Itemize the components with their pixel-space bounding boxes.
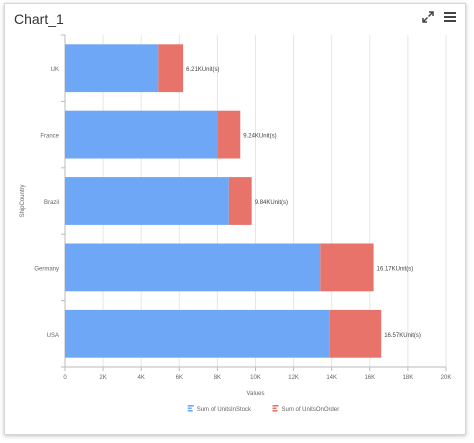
x-tick-label-7: 14K xyxy=(326,375,337,381)
data-label-france: 9.24KUnit(s) xyxy=(243,134,276,140)
x-tick-label-2: 4K xyxy=(138,375,145,381)
legend-units-in-stock-icon-bar2 xyxy=(187,407,192,410)
legend-units-in-stock-label: Sum of UnitsInStock xyxy=(197,407,252,413)
bar-germany-units-in-stock xyxy=(65,243,321,292)
maximize-icon[interactable] xyxy=(421,10,435,24)
x-tick-label-3: 6K xyxy=(176,375,183,381)
bar-france-units-on-order xyxy=(217,110,241,159)
bar-usa-units-in-stock xyxy=(65,309,330,358)
x-tick-label-8: 16K xyxy=(364,375,375,381)
bar-uk-units-in-stock xyxy=(65,44,159,93)
x-tick-label-4: 8K xyxy=(214,375,221,381)
x-tick-label-10: 20K xyxy=(441,375,452,381)
data-label-usa: 16.57KUnit(s) xyxy=(384,333,421,339)
data-label-brazil: 9.84KUnit(s) xyxy=(255,200,288,206)
x-tick-label-5: 10K xyxy=(250,375,261,381)
x-tick-label-0: 0 xyxy=(63,375,67,381)
bar-usa-units-on-order xyxy=(329,309,382,358)
legend-units-in-stock-icon xyxy=(187,405,194,407)
y-axis-title: ShipCountry xyxy=(20,184,26,217)
x-tick-label-9: 18K xyxy=(403,375,414,381)
bar-france-units-in-stock xyxy=(65,110,218,159)
legend-units-in-stock-icon-bar3 xyxy=(187,410,193,412)
data-label-uk: 6.21KUnit(s) xyxy=(186,67,219,73)
x-axis-title: Values xyxy=(247,391,265,397)
bar-brazil-units-in-stock xyxy=(65,177,229,225)
hamburger-menu-icon[interactable] xyxy=(443,10,457,24)
legend-units-on-order-icon-bar2 xyxy=(272,407,277,410)
legend-units-on-order-icon-bar3 xyxy=(272,410,278,412)
x-tick-label-6: 12K xyxy=(288,375,299,381)
category-label-germany: Germany xyxy=(34,266,59,272)
data-label-germany: 16.17KUnit(s) xyxy=(377,266,414,272)
category-label-usa: USA xyxy=(47,333,59,339)
category-label-france: France xyxy=(40,134,59,140)
bar-uk-units-on-order xyxy=(158,44,184,93)
category-label-uk: UK xyxy=(51,67,59,73)
x-tick-label-1: 2K xyxy=(99,375,106,381)
bar-brazil-units-on-order xyxy=(228,177,252,225)
header-toolbar xyxy=(421,10,457,24)
category-label-brazil: Brazil xyxy=(44,200,59,206)
bar-germany-units-on-order xyxy=(320,243,374,292)
chart-title: Chart_1 xyxy=(14,11,64,27)
legend-units-on-order-label: Sum of UnitsOnOrder xyxy=(282,407,340,413)
legend-units-on-order-icon xyxy=(272,405,279,407)
